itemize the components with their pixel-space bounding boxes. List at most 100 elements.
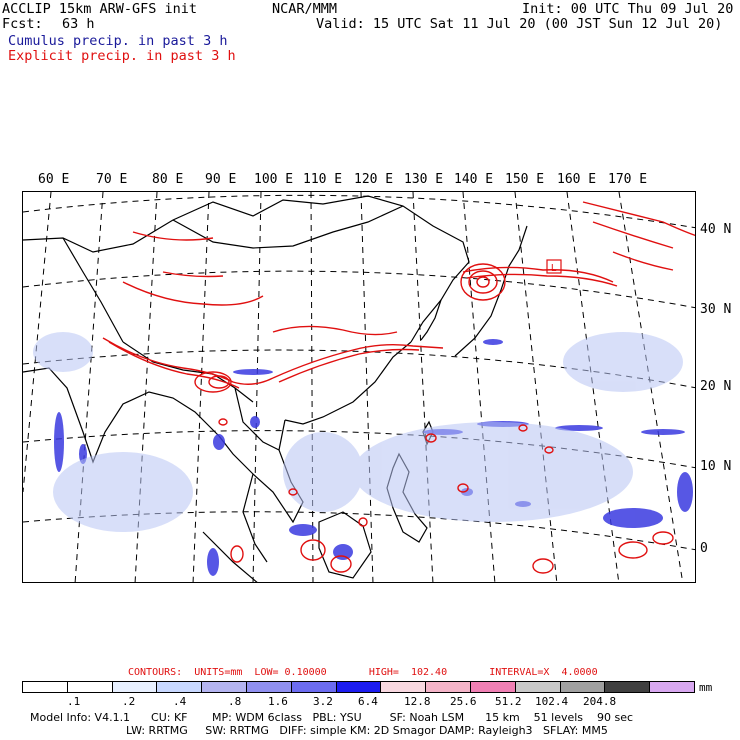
explicit-cell <box>358 517 368 527</box>
colorbar-tick: 51.2 <box>495 695 522 708</box>
explicit-cell <box>652 531 674 545</box>
coast-malay <box>242 473 268 563</box>
explicit-cell <box>544 446 554 454</box>
cumulus-light <box>33 332 683 532</box>
valid-time: Valid: 15 UTC Sat 11 Jul 20 (00 JST Sun … <box>316 16 723 32</box>
lon-label: 90 E <box>205 172 237 187</box>
colorbar-swatch <box>291 682 337 692</box>
lat-label: 10 N <box>700 459 732 474</box>
colorbar-tick: 6.4 <box>358 695 378 708</box>
model-info-line1: Model Info: V4.1.1 CU: KF MP: WDM 6class… <box>30 711 634 724</box>
model-info-line2: LW: RRTMG SW: RRTMG DIFF: simple KM: 2D … <box>126 724 608 737</box>
cumulus-cell <box>54 412 64 472</box>
explicit-cell <box>218 418 228 426</box>
map-canvas: L <box>23 192 695 582</box>
colorbar-tick: 102.4 <box>535 695 569 708</box>
cumulus-cell <box>641 429 685 435</box>
explicit-cell <box>468 270 498 294</box>
explicit-band-npacific <box>612 251 674 271</box>
explicit-cell <box>618 541 648 559</box>
coast-borneo <box>318 511 372 579</box>
coast-japan <box>454 225 528 357</box>
explicit-cell <box>330 555 352 573</box>
cumulus-cell <box>603 508 663 528</box>
lon-label: 130 E <box>404 172 444 187</box>
explicit-cell <box>194 371 232 393</box>
colorbar-tick: .2 <box>122 695 136 708</box>
explicit-band-npacific <box>582 201 695 237</box>
border-seasia <box>234 387 280 451</box>
lon-label: 70 E <box>96 172 128 187</box>
lat-label: 20 N <box>700 379 732 394</box>
explicit-band-mongolia <box>132 231 214 241</box>
colorbar-tick: 3.2 <box>313 695 333 708</box>
lat-label: 40 N <box>700 222 732 237</box>
legend-explicit: Explicit precip. in past 3 h <box>8 48 236 64</box>
colorbar-tick: 1.6 <box>268 695 288 708</box>
colorbar-tick: .8 <box>228 695 242 708</box>
colorbar-unit: mm <box>699 681 713 694</box>
lon-line <box>310 192 314 582</box>
explicit-cell <box>457 483 469 493</box>
coast-india <box>23 367 220 464</box>
forecast-label: Fcst: <box>2 16 43 32</box>
lon-label: 160 E <box>557 172 597 187</box>
explicit-cell <box>476 276 490 288</box>
colorbar-swatch <box>515 682 561 692</box>
lat-label: 30 N <box>700 302 732 317</box>
lon-label: 170 E <box>608 172 648 187</box>
border-west <box>62 237 124 343</box>
coast-korea <box>420 299 442 341</box>
colorbar-tick: 12.8 <box>404 695 431 708</box>
explicit-cell <box>518 424 528 432</box>
colorbar-swatch <box>67 682 113 692</box>
explicit-cell <box>208 375 230 389</box>
lon-label: 60 E <box>38 172 70 187</box>
cumulus-light-area <box>563 332 683 392</box>
legend-cumulus: Cumulus precip. in past 3 h <box>8 33 228 49</box>
cumulus-cell <box>213 434 225 450</box>
colorbar-swatch <box>157 682 203 692</box>
lon-line <box>462 192 496 582</box>
colorbar-swatch <box>381 682 427 692</box>
lon-label: 150 E <box>505 172 545 187</box>
colorbar-swatch <box>560 682 606 692</box>
colorbar-tick: .1 <box>67 695 81 708</box>
coast-sumatra <box>202 531 258 582</box>
cumulus-cell <box>207 548 219 576</box>
explicit-band-meiyu <box>278 348 420 383</box>
cumulus-cell <box>250 416 260 428</box>
lon-label: 80 E <box>152 172 184 187</box>
cumulus-cell <box>233 369 273 375</box>
colorbar-swatch <box>470 682 516 692</box>
cumulus-light-area <box>33 332 93 372</box>
colorbar-swatch <box>246 682 292 692</box>
explicit-band-himalaya <box>102 337 274 385</box>
precip-map: L <box>22 191 696 583</box>
lat-label: 0 <box>700 541 708 556</box>
explicit-band-himalaya <box>108 341 240 389</box>
cumulus-cell <box>677 472 693 512</box>
colorbar-swatch <box>650 682 694 692</box>
explicit-band-china <box>272 325 398 336</box>
coast-indochina <box>218 419 304 524</box>
lat-line-40n <box>23 194 695 229</box>
lon-label: 120 E <box>354 172 394 187</box>
explicit-band-tibet <box>122 281 264 306</box>
lon-label: 100 E <box>254 172 294 187</box>
cumulus-light-area <box>353 422 633 522</box>
lon-line <box>412 192 434 582</box>
explicit-cell <box>460 263 506 301</box>
coast-asia-north <box>23 195 470 343</box>
cumulus-precip <box>54 339 693 576</box>
explicit-cell <box>532 558 554 574</box>
explicit-cell <box>425 433 437 443</box>
forecast-hours: 63 h <box>62 16 95 32</box>
init-time: Init: 00 UTC Thu 09 Jul 20 <box>522 1 734 17</box>
lon-line <box>252 192 262 582</box>
explicit-cell <box>300 539 326 561</box>
cumulus-light-area <box>283 432 363 512</box>
low-marker-label: L <box>551 263 557 274</box>
explicit-band-japan <box>462 266 614 283</box>
lon-line <box>192 192 210 582</box>
